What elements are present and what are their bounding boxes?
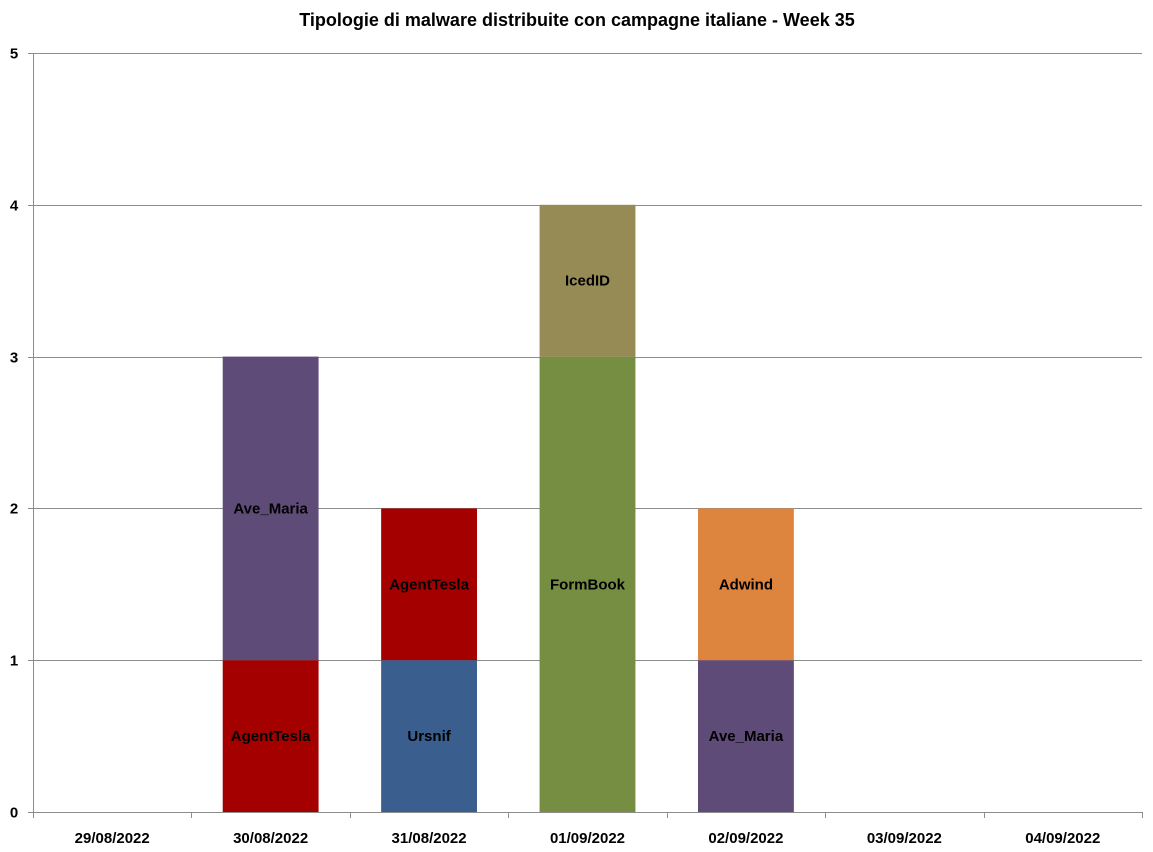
x-tick-label: 04/09/2022 [1025, 830, 1100, 847]
y-tick-label: 5 [10, 46, 18, 63]
y-tick-label: 0 [10, 805, 18, 822]
y-tick-label: 4 [10, 198, 19, 215]
x-tick-label: 01/09/2022 [550, 830, 625, 847]
data-label: AgentTesla [231, 728, 311, 745]
bar-segment-ave-maria [222, 356, 319, 661]
bars [222, 204, 794, 812]
data-label: IcedID [565, 273, 610, 290]
x-tick-label: 03/09/2022 [867, 830, 942, 847]
data-label: AgentTesla [389, 576, 469, 593]
data-label: Ursnif [407, 728, 451, 745]
bar-segment-agenttesla [381, 508, 477, 661]
labels: 0 1 2 3 4 5 AgentTesla Ave_Maria Ursnif AgentTesl… [10, 46, 1100, 848]
x-tick-label: 30/08/2022 [233, 830, 308, 847]
axes [28, 53, 1143, 818]
bar-segment-formbook [539, 356, 636, 812]
chart-title: Tipologie di malware distribuite con cam… [299, 10, 855, 30]
y-tick-label: 2 [10, 501, 18, 518]
data-label: Ave_Maria [709, 728, 784, 745]
bar-segment-agenttesla [222, 660, 319, 812]
data-label: FormBook [550, 576, 626, 593]
data-label: Ave_Maria [233, 500, 308, 517]
x-tick-label: 29/08/2022 [75, 830, 150, 847]
x-tick-label: 02/09/2022 [708, 830, 783, 847]
data-label: Adwind [719, 576, 773, 593]
y-tick-label: 3 [10, 350, 18, 367]
bar-segment-adwind [698, 508, 794, 661]
bar-segment-ave-maria [698, 660, 794, 812]
x-tick-label: 31/08/2022 [392, 830, 467, 847]
bar-segment-ursnif [381, 660, 477, 812]
y-tick-label: 1 [10, 653, 18, 670]
bar-segment-icedid [539, 204, 636, 357]
